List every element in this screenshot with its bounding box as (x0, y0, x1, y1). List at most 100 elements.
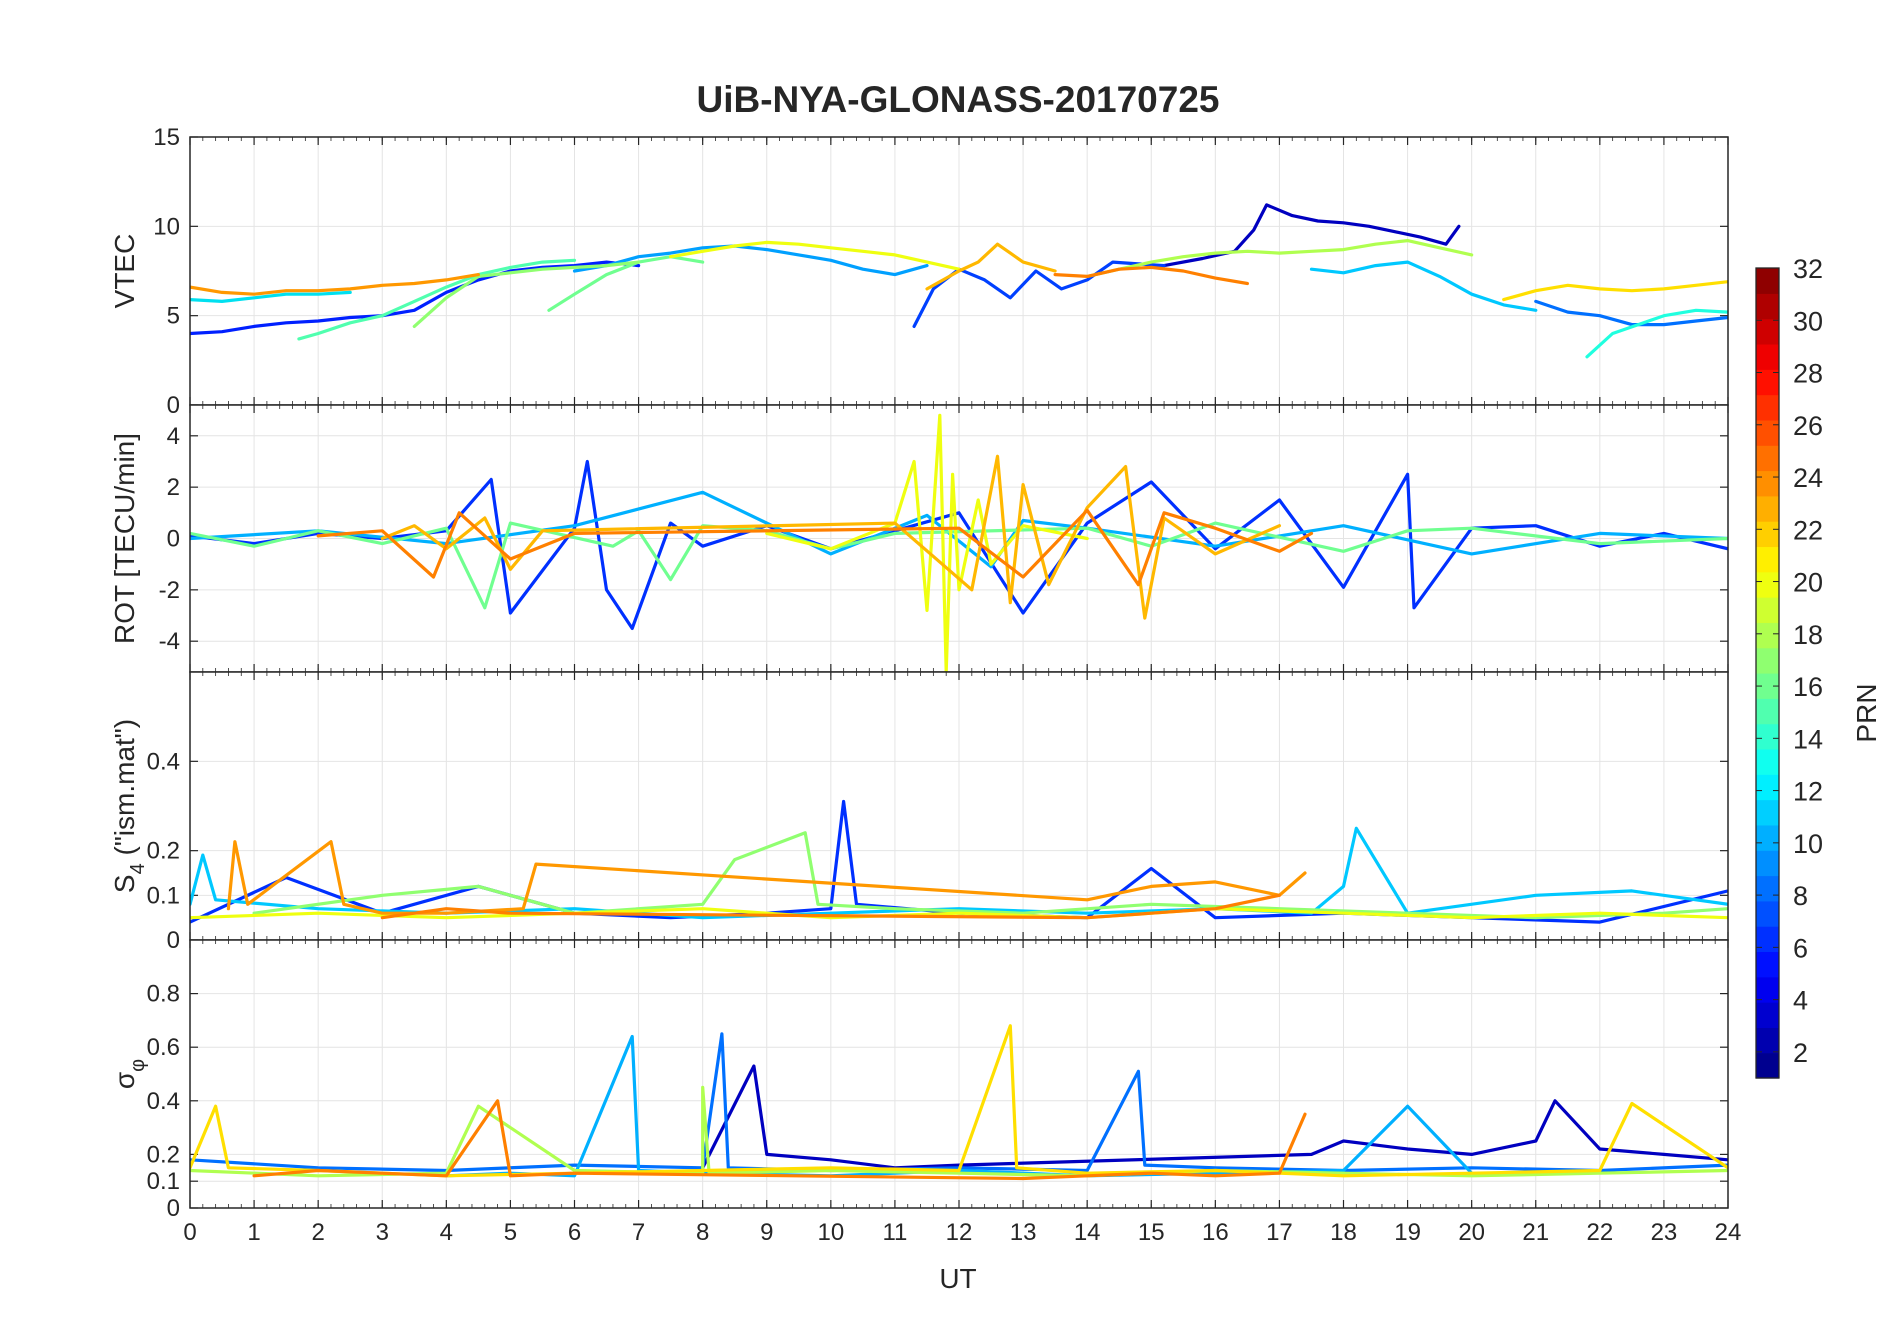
y-tick-label: 2 (167, 474, 180, 501)
x-tick-label: 7 (632, 1219, 645, 1246)
colorbar-frame (1755, 267, 1780, 1079)
colorbar-tick-label: 20 (1793, 568, 1823, 598)
x-tick-label: 13 (1010, 1219, 1037, 1246)
y-tick-label: 0.6 (147, 1034, 180, 1061)
colorbar-swatch (1756, 318, 1779, 345)
colorbar-swatch (1756, 774, 1779, 801)
colorbar-swatch (1756, 470, 1779, 497)
series-line-prn-23 (190, 273, 480, 296)
colorbar-swatch (1756, 748, 1779, 775)
colorbar-swatch (1756, 698, 1779, 725)
series-line-prn-17 (412, 260, 641, 328)
x-tick-label: 17 (1266, 1219, 1293, 1246)
colorbar-tick-label: 16 (1793, 672, 1823, 702)
y-tick-label: 0 (167, 392, 180, 419)
x-tick-label: 1 (247, 1219, 260, 1246)
y-axis-label-s4: S4 ("ism.mat") (109, 719, 149, 893)
x-tick-label: 24 (1715, 1219, 1742, 1246)
colorbar-swatch (1756, 369, 1779, 396)
series-line-prn-11 (1309, 260, 1538, 312)
colorbar-tick-label: 24 (1793, 463, 1823, 493)
x-tick-label: 19 (1394, 1219, 1421, 1246)
series-group-sigma_phi (190, 1024, 1728, 1181)
colorbar-swatch (1756, 521, 1779, 548)
y-tick-label: 15 (153, 124, 180, 151)
series-group-vtec (190, 203, 1728, 359)
series-line-prn-16 (547, 255, 705, 312)
x-tick-label: 22 (1586, 1219, 1613, 1246)
colorbar-tick-label: 10 (1793, 829, 1823, 859)
colorbar-swatch (1756, 875, 1779, 902)
x-tick-label: 12 (946, 1219, 973, 1246)
y-tick-label: 0.4 (147, 1088, 180, 1115)
x-tick-label: 16 (1202, 1219, 1229, 1246)
colorbar-tick-label: 26 (1793, 411, 1823, 441)
axes-box-sigma_phi (189, 939, 1729, 1209)
panel-rot: -4 -2 0 2 4 ROT [TECU/min] (109, 404, 1729, 673)
x-tick-label: 21 (1522, 1219, 1549, 1246)
colorbar-swatch (1756, 546, 1779, 573)
series-line-prn-13 (1585, 308, 1728, 359)
series-line-prn-4 (190, 260, 641, 336)
colorbar-tick-label: 28 (1793, 359, 1823, 389)
colorbar-swatch (1756, 622, 1779, 649)
x-tick-label: 5 (504, 1219, 517, 1246)
y-axis-label-rot: ROT [TECU/min] (109, 433, 140, 644)
colorbar-swatch (1756, 419, 1779, 446)
series-line-prn-16 (190, 521, 1728, 610)
series-line-prn-24 (380, 893, 1282, 920)
colorbar-swatch (1756, 1027, 1779, 1054)
y-tick-label: 0.4 (147, 748, 180, 775)
colorbar-swatch (1756, 723, 1779, 750)
panel-s4: 0 0.1 0.2 0.4S4 ("ism.mat") (109, 671, 1729, 954)
series-line-prn-15 (297, 258, 577, 341)
colorbar-swatch (1756, 1052, 1779, 1079)
series-line-prn-21 (190, 1024, 1728, 1178)
y-tick-label: -4 (159, 628, 180, 655)
y-tick-label: 10 (153, 213, 180, 240)
colorbar-tick-label: 30 (1793, 306, 1823, 336)
series-line-prn-7 (1534, 299, 1728, 327)
colorbar-swatch (1756, 597, 1779, 623)
x-tick-label: 3 (376, 1219, 389, 1246)
y-tick-label: 0.2 (147, 838, 180, 865)
colorbar-tick-label: 6 (1793, 933, 1808, 963)
x-tick-label: 2 (311, 1219, 324, 1246)
series-line-prn-24 (316, 508, 1314, 587)
x-tick-label: 0 (183, 1219, 196, 1246)
series-line-prn-12 (190, 290, 352, 303)
y-tick-label: 0.8 (147, 981, 180, 1008)
x-tick-label: 11 (882, 1219, 907, 1246)
colorbar-tick-label: 14 (1793, 724, 1823, 754)
x-tick-label: 23 (1651, 1219, 1678, 1246)
x-tick-label: 20 (1458, 1219, 1485, 1246)
series-line-prn-20 (190, 907, 1728, 920)
x-tick-label: 15 (1138, 1219, 1165, 1246)
colorbar-swatch (1756, 673, 1779, 699)
colorbar-swatch (1756, 1002, 1779, 1028)
y-tick-label: 0.2 (147, 1141, 180, 1168)
colorbar-swatch (1756, 293, 1779, 320)
colorbar-swatch (1756, 799, 1779, 826)
colorbar-tick-label: 18 (1793, 620, 1823, 650)
colorbar-swatch (1756, 900, 1779, 927)
colorbar-swatch (1756, 926, 1779, 953)
colorbar-swatch (1756, 571, 1779, 598)
chart-title: UiB-NYA-GLONASS-20170725 (697, 79, 1220, 120)
x-tick-label: 4 (440, 1219, 453, 1246)
colorbar-tick-label: 4 (1793, 986, 1808, 1016)
series-line-prn-24 (1053, 265, 1250, 286)
x-tick-label: 14 (1074, 1219, 1101, 1246)
panel-vtec: 0 5 10 15 VTEC (109, 124, 1729, 419)
x-tick-label: 10 (817, 1219, 844, 1246)
colorbar-swatch (1756, 343, 1779, 370)
colorbar-swatch (1756, 824, 1779, 851)
series-line-prn-9 (572, 244, 929, 277)
y-tick-label: 0 (167, 1195, 180, 1222)
series-line-prn-20 (668, 240, 961, 271)
colorbar-tick-label: 2 (1793, 1038, 1808, 1068)
series-group-rot (190, 413, 1728, 672)
